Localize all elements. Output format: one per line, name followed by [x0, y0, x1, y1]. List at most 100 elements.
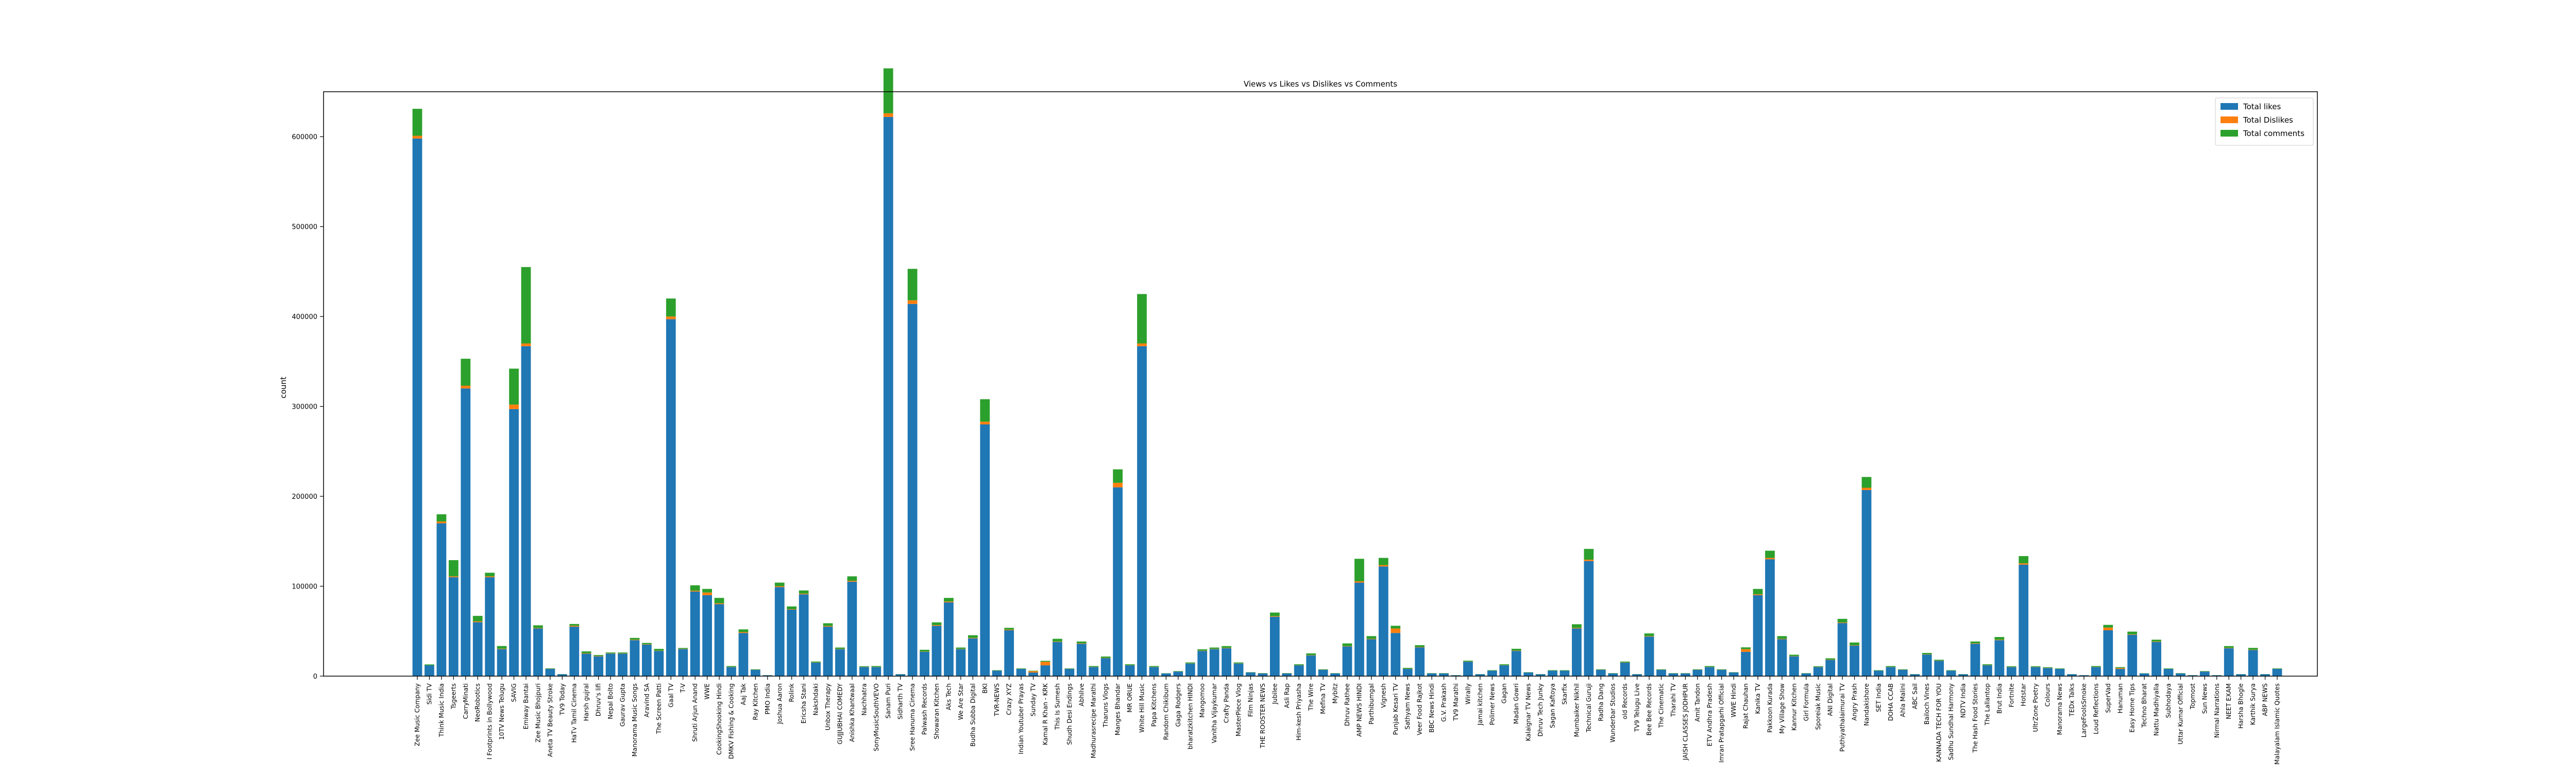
bar-likes — [847, 581, 857, 676]
bar-dislikes — [1269, 616, 1280, 617]
bar-comments — [1137, 294, 1147, 344]
bar-likes — [1499, 665, 1510, 676]
x-tick-label: Manges Bhandar — [1114, 683, 1122, 735]
bar-dislikes — [1028, 671, 1038, 673]
bar-likes — [750, 669, 760, 676]
bar-comments — [944, 598, 954, 602]
bar-dislikes — [1765, 558, 1775, 560]
bar-likes — [1125, 665, 1135, 676]
bar-comments — [1439, 673, 1449, 674]
bar-dislikes — [787, 609, 797, 610]
bar-likes — [1560, 670, 1570, 676]
bar-comments — [2248, 648, 2258, 650]
bar-dislikes — [1100, 658, 1111, 659]
bar-comments — [2163, 668, 2174, 669]
legend-label: Total comments — [2243, 129, 2304, 138]
bar-likes — [1958, 674, 1968, 676]
bar-likes — [1861, 490, 1872, 676]
x-tick-label: Emiway Bantai — [522, 683, 530, 729]
bar-comments — [1801, 673, 1811, 674]
x-tick-label: Shudh Desi Endings — [1066, 683, 1073, 745]
bar-likes — [1137, 346, 1147, 676]
x-tick-label: Angry Prash — [1851, 683, 1858, 720]
bar-comments — [1209, 647, 1219, 649]
bar-comments — [1113, 469, 1123, 483]
bar-comments — [883, 68, 893, 113]
bar-comments — [956, 647, 966, 649]
bar-comments — [1282, 673, 1292, 674]
bar-comments — [1704, 666, 1715, 667]
bar-comments — [859, 666, 869, 667]
bar-comments — [823, 623, 833, 626]
bar-dislikes — [472, 621, 483, 623]
x-tick-label: Crazy XYZ — [1006, 683, 1013, 715]
bar-likes — [521, 346, 531, 676]
bar-comments — [1222, 646, 1231, 648]
bar-likes — [931, 626, 942, 676]
x-tick-label: Veer Food Rajkot — [1416, 683, 1423, 735]
x-tick-label: The Lallantop — [1984, 683, 1991, 726]
bar-likes — [1584, 561, 1594, 676]
bar-comments — [1753, 589, 1763, 595]
bar-comments — [1572, 624, 1582, 628]
bar-comments — [448, 560, 459, 577]
x-tick-label: MR ORUE — [1126, 683, 1133, 713]
bar-likes — [1330, 673, 1340, 676]
bar-dislikes — [436, 521, 447, 524]
bar-comments — [1415, 645, 1425, 647]
bar-likes — [1717, 669, 1727, 676]
x-tick-label: Techno Bharat — [2141, 683, 2148, 728]
bar-likes — [2055, 669, 2065, 676]
bar-likes — [1728, 673, 1739, 676]
bar-comments — [436, 514, 447, 522]
x-tick-label: Indian Youtuber Prayas — [1018, 683, 1025, 754]
bar-likes — [618, 653, 628, 676]
bar-comments — [1934, 660, 1944, 661]
bar-comments — [1306, 653, 1316, 656]
x-tick-label: Pakkoon Kurada — [1766, 683, 1773, 733]
bar-comments — [533, 625, 543, 628]
bar-comments — [1463, 660, 1473, 662]
bar-likes — [2006, 667, 2016, 676]
bar-likes — [883, 116, 893, 677]
x-tick-label: Sun News — [2201, 683, 2208, 714]
bar-likes — [1632, 674, 1642, 676]
bar-likes — [2127, 634, 2138, 676]
bar-comments — [1728, 672, 1739, 673]
x-tick-label: WWE — [704, 683, 711, 699]
bar-likes — [1415, 647, 1425, 676]
bar-comments — [1717, 669, 1727, 670]
bar-comments — [472, 616, 483, 621]
bar-likes — [738, 633, 749, 676]
bar-comments — [1620, 661, 1630, 663]
bar-comments — [1149, 666, 1159, 667]
bar-likes — [968, 638, 978, 676]
bar-likes — [2067, 674, 2077, 676]
x-axis: Zee Music Company Sidi TV Think Music Indi… — [414, 676, 2281, 765]
x-tick-label: Gagan — [1501, 683, 1508, 703]
y-tick-label: 500000 — [292, 224, 317, 231]
x-tick-label: Rolink — [788, 683, 795, 702]
bar-likes — [1173, 671, 1183, 676]
x-tick-label: BBC News Hindi — [1428, 683, 1435, 733]
x-tick-label: SAVIG — [511, 683, 518, 702]
x-tick-label: AMP NEWS HINDI — [1355, 683, 1363, 737]
bar-likes — [1391, 633, 1401, 676]
x-tick-label: Gaurav Gupta — [619, 683, 626, 727]
x-tick-label: Jamai kitchen — [1477, 683, 1484, 726]
bar-comments — [1342, 643, 1352, 646]
bar-likes — [436, 523, 447, 676]
bar-likes — [1475, 674, 1485, 676]
bar-comments — [714, 598, 724, 603]
x-tick-label: Gaal TV — [667, 683, 674, 707]
x-tick-label: Nachhatra — [860, 683, 868, 715]
bar-comments — [750, 669, 760, 670]
bar-comments — [690, 585, 700, 591]
x-tick-label: Radha Dang — [1597, 683, 1604, 721]
bar-likes — [461, 388, 471, 676]
bar-comments — [2224, 646, 2234, 648]
bar-likes — [1934, 661, 1944, 676]
bar-comments — [1089, 666, 1099, 667]
bar-likes — [702, 595, 712, 676]
bar-dislikes — [883, 113, 893, 117]
